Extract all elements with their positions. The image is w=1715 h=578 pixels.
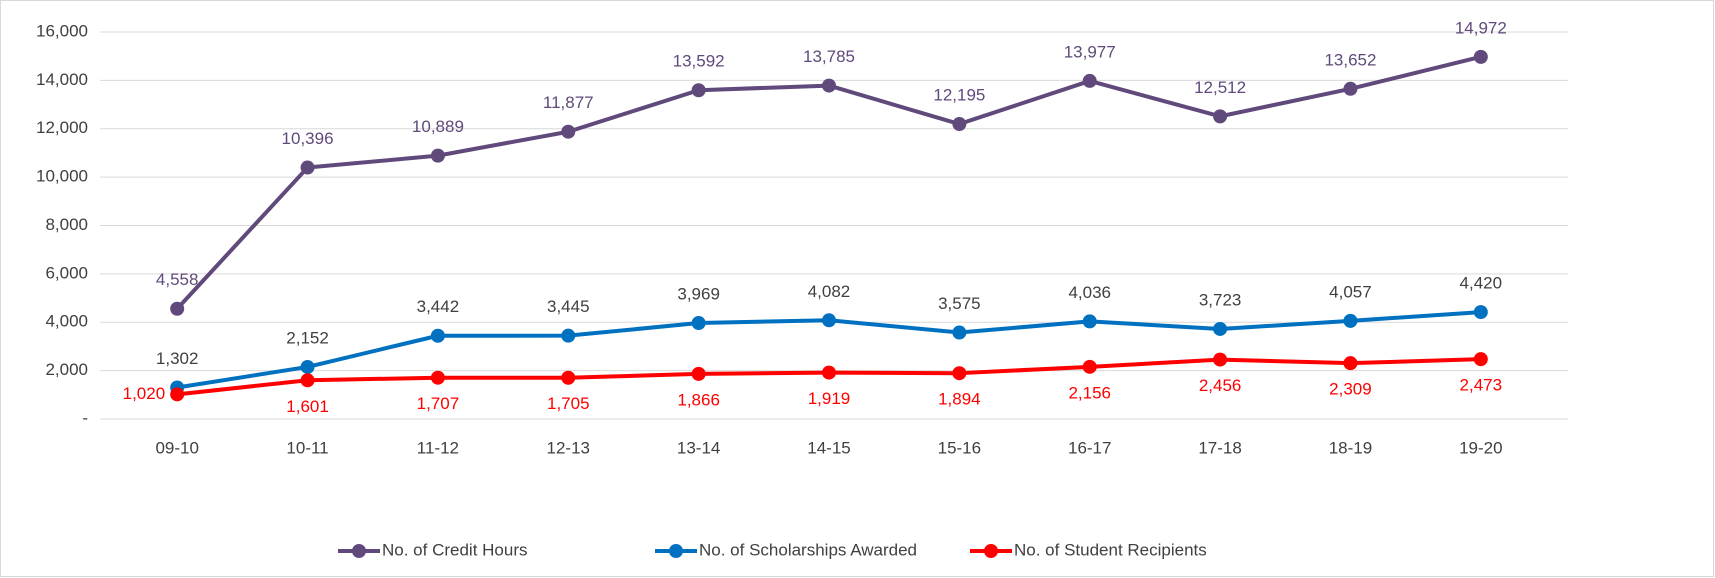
data-point <box>1082 359 1097 374</box>
data-point <box>952 325 967 340</box>
data-point <box>561 124 576 139</box>
data-point <box>952 117 967 132</box>
data-point <box>430 370 445 385</box>
x-tick-label: 17-18 <box>1198 438 1241 457</box>
data-point <box>1213 352 1228 367</box>
data-label: 3,445 <box>547 297 590 316</box>
data-point <box>170 387 185 402</box>
data-label: 4,057 <box>1329 282 1372 301</box>
data-point <box>1473 49 1488 64</box>
x-tick-label: 12-13 <box>547 438 590 457</box>
x-tick-label: 14-15 <box>807 438 850 457</box>
data-label: 1,894 <box>938 390 981 409</box>
data-label: 13,592 <box>673 52 725 71</box>
x-tick-label: 19-20 <box>1459 438 1502 457</box>
y-tick-label: - <box>82 408 88 427</box>
y-tick-label: 16,000 <box>36 21 88 40</box>
data-label: 4,036 <box>1068 283 1111 302</box>
y-tick-label: 4,000 <box>45 312 88 331</box>
y-tick-label: 6,000 <box>45 263 88 282</box>
x-tick-label: 18-19 <box>1329 438 1372 457</box>
data-point <box>1343 313 1358 328</box>
legend-marker <box>984 544 998 558</box>
legend-label: No. of Student Recipients <box>1014 540 1207 559</box>
x-tick-label: 15-16 <box>938 438 981 457</box>
x-tick-label: 16-17 <box>1068 438 1111 457</box>
data-label: 2,156 <box>1068 383 1111 402</box>
data-label: 2,473 <box>1460 376 1503 395</box>
y-tick-label: 14,000 <box>36 70 88 89</box>
data-label: 1,601 <box>286 397 329 416</box>
data-label: 13,652 <box>1324 50 1376 69</box>
data-point <box>170 301 185 316</box>
data-point <box>691 366 706 381</box>
y-tick-label: 10,000 <box>36 167 88 186</box>
data-label: 2,309 <box>1329 380 1372 399</box>
x-tick-label: 10-11 <box>286 438 328 457</box>
data-point <box>300 373 315 388</box>
data-label: 3,723 <box>1199 290 1242 309</box>
data-label: 1,302 <box>156 349 199 368</box>
legend-marker <box>352 544 366 558</box>
data-label: 10,396 <box>282 129 334 148</box>
data-point <box>822 365 836 380</box>
data-point <box>1082 314 1097 329</box>
data-point <box>1473 352 1488 367</box>
data-point <box>822 313 836 328</box>
data-label: 3,575 <box>938 294 981 313</box>
data-label: 14,972 <box>1455 18 1507 37</box>
data-point <box>1213 321 1228 336</box>
data-point <box>1343 356 1358 371</box>
y-tick-label: 2,000 <box>45 360 88 379</box>
data-point <box>822 78 836 93</box>
data-label: 13,977 <box>1064 42 1116 61</box>
legend-label: No. of Scholarships Awarded <box>699 540 917 559</box>
y-tick-label: 8,000 <box>45 215 88 234</box>
data-point <box>561 328 576 343</box>
data-label: 2,456 <box>1199 376 1242 395</box>
data-label: 1,705 <box>547 394 590 413</box>
data-point <box>1473 305 1488 320</box>
data-label: 1,919 <box>808 389 851 408</box>
data-point <box>691 315 706 330</box>
data-point <box>300 359 315 374</box>
data-label: 12,512 <box>1194 78 1246 97</box>
data-point <box>1343 81 1358 96</box>
data-label: 13,785 <box>803 47 855 66</box>
data-point <box>430 328 445 343</box>
data-point <box>561 370 576 385</box>
data-point <box>1213 109 1228 124</box>
data-label: 1,020 <box>123 384 166 403</box>
data-label: 1,866 <box>677 390 720 409</box>
data-label: 10,889 <box>412 117 464 136</box>
data-point <box>430 148 445 163</box>
data-label: 4,558 <box>156 270 199 289</box>
data-label: 2,152 <box>286 328 329 347</box>
legend-marker <box>669 544 683 558</box>
data-label: 1,707 <box>417 394 460 413</box>
data-point <box>952 366 967 381</box>
data-point <box>300 160 315 175</box>
data-label: 11,877 <box>543 93 594 112</box>
data-label: 4,420 <box>1460 274 1503 293</box>
data-point <box>1082 73 1097 88</box>
x-tick-label: 09-10 <box>155 438 198 457</box>
data-label: 3,969 <box>677 284 720 303</box>
legend-label: No. of Credit Hours <box>382 540 528 559</box>
data-label: 4,082 <box>808 282 851 301</box>
data-point <box>691 83 706 98</box>
data-label: 3,442 <box>417 297 460 316</box>
y-tick-label: 12,000 <box>36 118 88 137</box>
data-label: 12,195 <box>933 86 985 105</box>
x-tick-label: 11-12 <box>417 438 459 457</box>
x-tick-label: 13-14 <box>677 438 720 457</box>
